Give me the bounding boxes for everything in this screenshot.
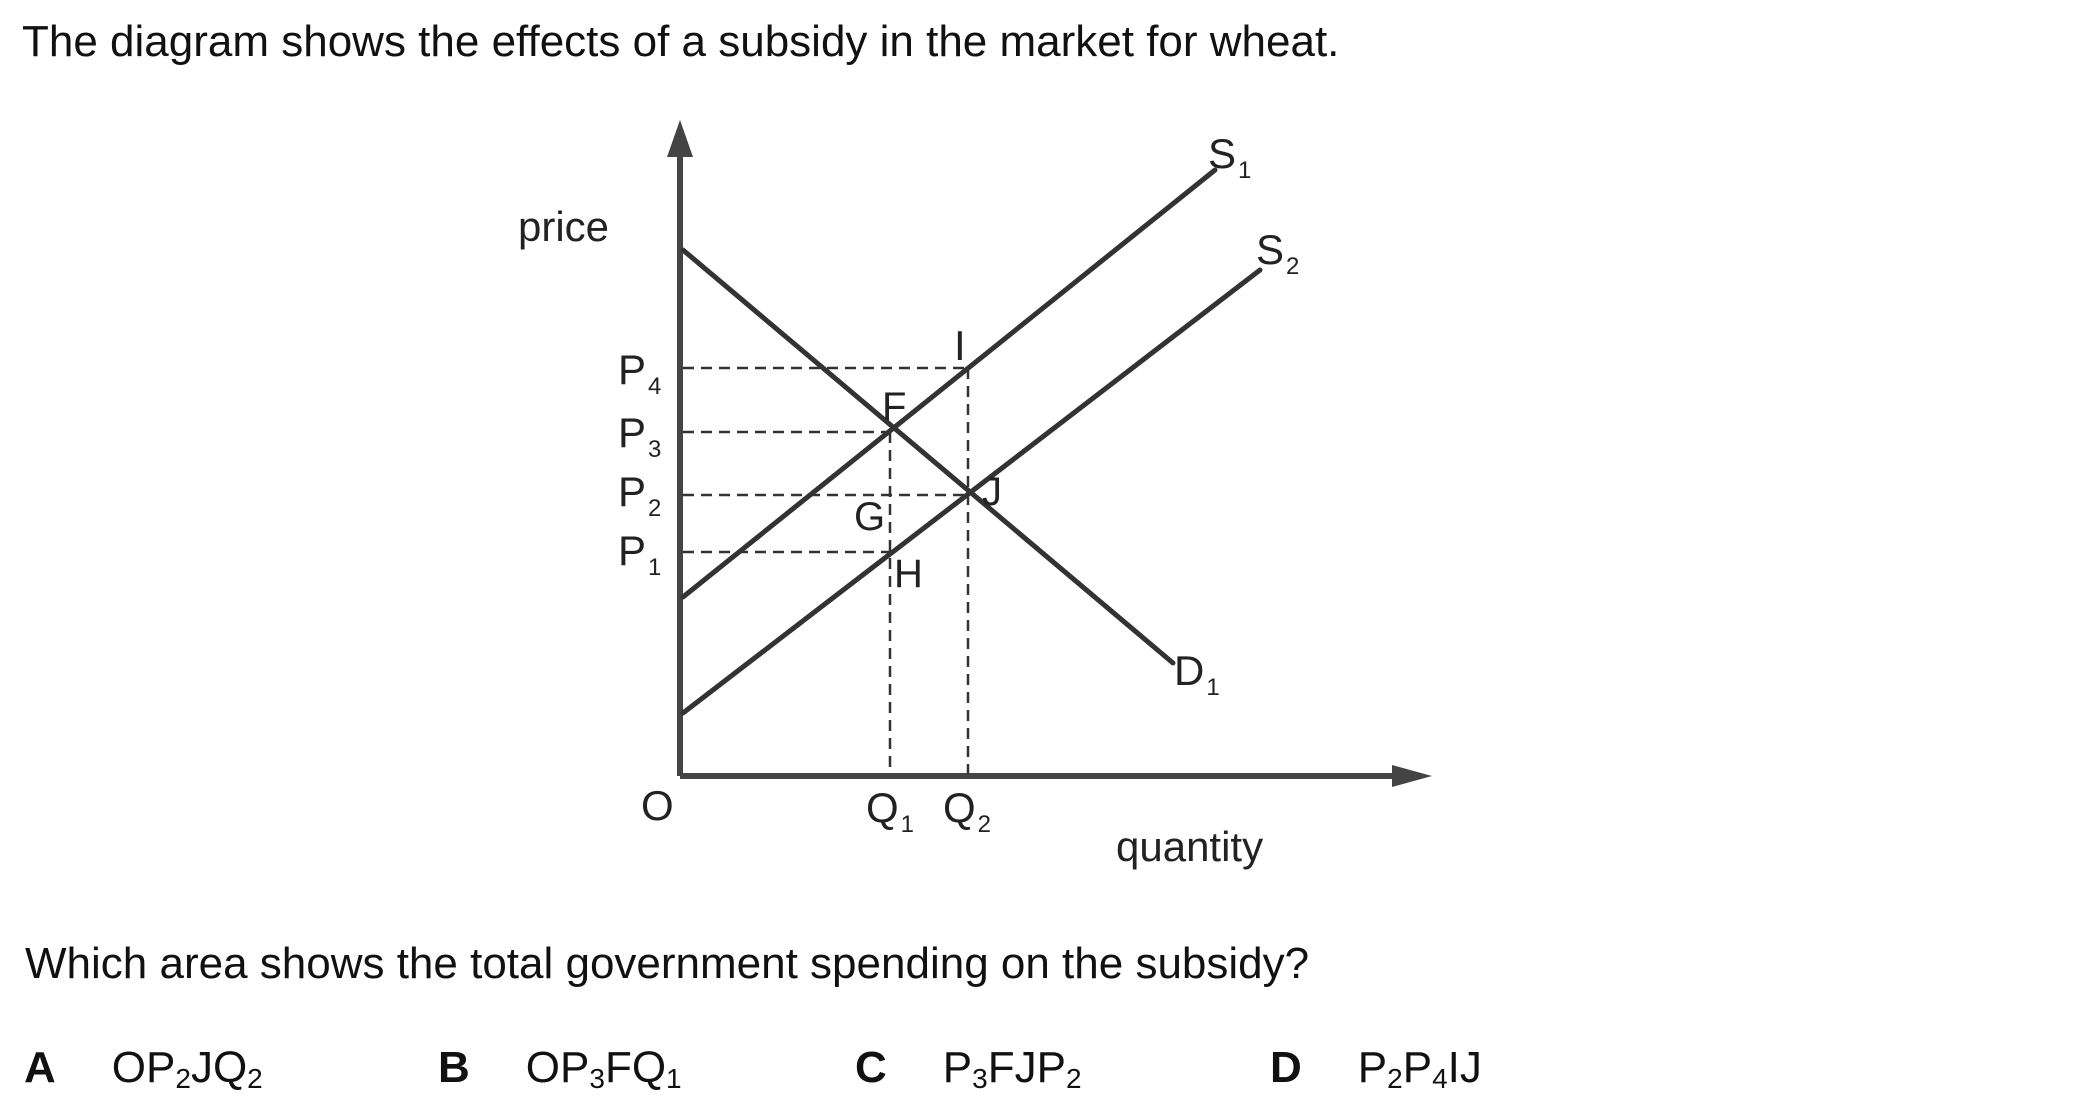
option-d[interactable]: D P2P4IJ	[1270, 1040, 1482, 1096]
option-text: P3FJP2	[942, 1043, 1082, 1094]
option-text: OP3FQ1	[525, 1043, 682, 1094]
guide-lines	[683, 366, 970, 774]
price-label-p4: P4	[618, 346, 661, 400]
option-text: OP2JQ2	[111, 1043, 263, 1094]
option-a[interactable]: A OP2JQ2	[24, 1040, 263, 1096]
curve-label-s1: S1	[1208, 130, 1251, 184]
curve-label-d1: D1	[1174, 647, 1220, 701]
curves	[680, 167, 1263, 716]
question-stem: The diagram shows the effects of a subsi…	[22, 17, 1340, 66]
option-text: P2P4IJ	[1357, 1043, 1482, 1094]
question-prompt: Which area shows the total government sp…	[25, 939, 1310, 988]
price-label-p2: P2	[618, 468, 661, 522]
point-label-h: H	[894, 552, 923, 596]
x-axis-label: quantity	[1116, 823, 1263, 870]
option-b[interactable]: B OP3FQ1	[438, 1040, 682, 1096]
option-c[interactable]: C P3FJP2	[855, 1040, 1082, 1096]
demand-curve-d1	[680, 247, 1176, 666]
quantity-label-q2: Q2	[943, 784, 991, 838]
point-label-f: F	[882, 385, 906, 429]
origin-label: O	[641, 782, 674, 829]
point-label-j: J	[982, 470, 1002, 514]
supply-curve-s2	[680, 267, 1263, 716]
option-letter: C	[855, 1043, 887, 1092]
axes	[677, 148, 1392, 779]
quantity-label-q1: Q1	[866, 784, 914, 838]
supply-curve-s1	[680, 167, 1218, 600]
price-label-p1: P1	[618, 527, 661, 581]
option-letter: A	[24, 1043, 56, 1092]
point-label-g: G	[854, 495, 885, 539]
option-letter: B	[438, 1043, 470, 1092]
curve-label-s2: S2	[1256, 226, 1299, 280]
y-axis-arrow-icon	[667, 120, 693, 157]
option-letter: D	[1270, 1043, 1302, 1092]
point-label-i: I	[954, 322, 966, 369]
price-label-p3: P3	[618, 409, 661, 463]
x-axis-arrow-icon	[1392, 765, 1432, 787]
y-axis-label: price	[518, 203, 609, 250]
